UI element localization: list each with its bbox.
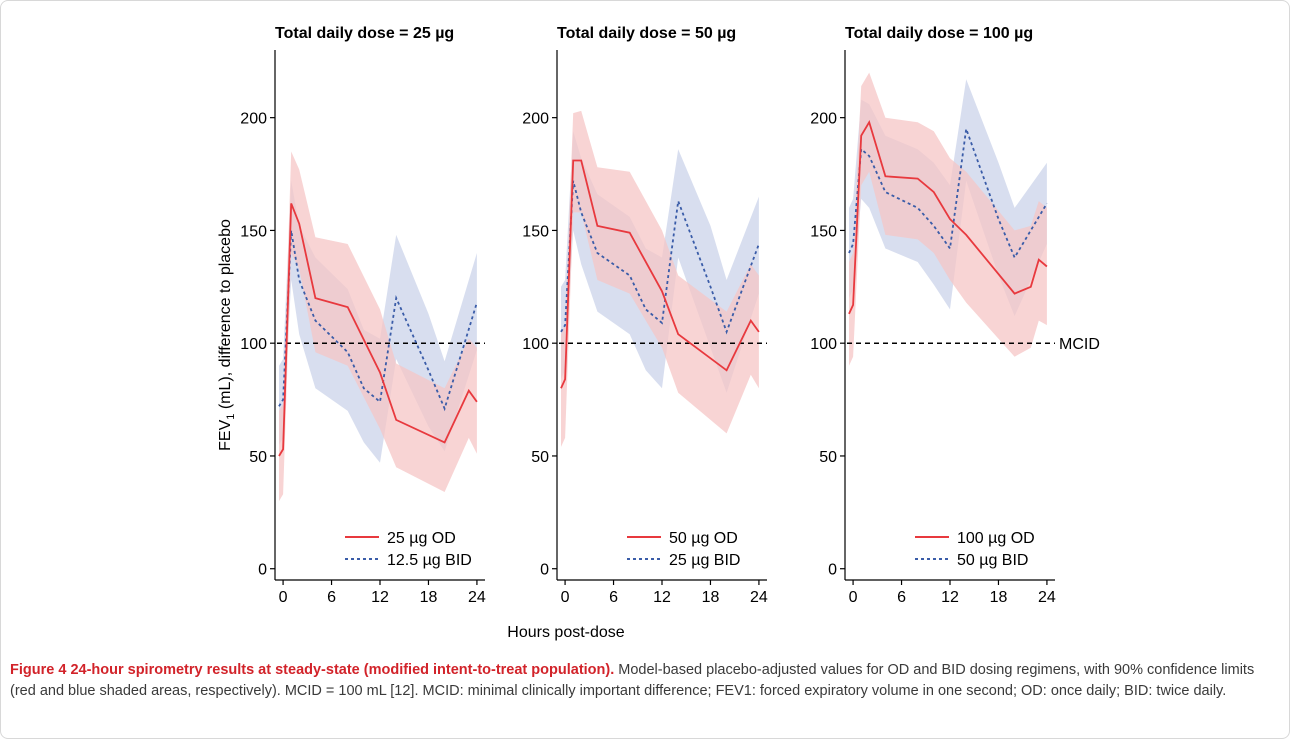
y-tick-label: 50 — [819, 449, 837, 466]
od-confidence-band — [849, 72, 1047, 366]
legend-label-bid: 12.5 µg BID — [387, 552, 472, 569]
y-label-prefix: FEV — [217, 419, 234, 450]
y-tick-label: 200 — [810, 111, 837, 128]
y-tick-label: 50 — [249, 449, 267, 466]
y-tick-label: 200 — [522, 111, 549, 128]
legend-label-od: 100 µg OD — [957, 530, 1035, 547]
od-confidence-band — [561, 110, 759, 447]
x-tick-label: 0 — [849, 589, 858, 606]
x-tick-label: 6 — [609, 589, 618, 606]
x-tick-label: 18 — [990, 589, 1008, 606]
y-tick-label: 100 — [810, 336, 837, 353]
panel-title: Total daily dose = 100 µg — [845, 25, 1033, 42]
x-tick-label: 12 — [371, 589, 389, 606]
y-tick-label: 0 — [540, 562, 549, 579]
chart-panels: 0 50 100 150 200 0 6 12 18 24 Total daily dose = 2… — [240, 25, 1100, 606]
y-tick-label: 150 — [810, 223, 837, 240]
mcid-label: MCID — [1059, 336, 1100, 353]
x-tick-label: 6 — [897, 589, 906, 606]
y-label-subscript: 1 — [225, 414, 237, 420]
od-series-line — [848, 119, 1048, 315]
y-label-suffix: (mL), difference to placebo — [217, 219, 234, 414]
y-axis-label: FEV1 (mL), difference to placebo — [217, 219, 237, 451]
y-tick-label: 100 — [240, 336, 267, 353]
panel-3: MCID 0 50 100 150 200 0 6 12 18 24 Total daily dose… — [810, 25, 1100, 606]
x-tick-label: 0 — [279, 589, 288, 606]
x-tick-label: 12 — [653, 589, 671, 606]
legend-label-bid: 50 µg BID — [957, 552, 1028, 569]
figure-caption: Figure 4 24-hour spirometry results at s… — [10, 660, 1275, 702]
x-tick-label: 0 — [561, 589, 570, 606]
y-tick-label: 50 — [531, 449, 549, 466]
y-tick-label: 0 — [828, 562, 837, 579]
y-tick-label: 100 — [522, 336, 549, 353]
x-tick-label: 24 — [468, 589, 486, 606]
caption-title: 24-hour spirometry results at steady-sta… — [70, 662, 615, 678]
x-axis-label: Hours post-dose — [507, 624, 624, 641]
legend-label-od: 50 µg OD — [669, 530, 738, 547]
legend-label-bid: 25 µg BID — [669, 552, 740, 569]
panel-1: 0 50 100 150 200 0 6 12 18 24 Total daily dose = 2… — [240, 25, 486, 606]
y-tick-label: 200 — [240, 111, 267, 128]
legend-label-od: 25 µg OD — [387, 530, 456, 547]
panel-title: Total daily dose = 25 µg — [275, 25, 454, 42]
x-tick-label: 18 — [702, 589, 720, 606]
x-tick-label: 24 — [1038, 589, 1056, 606]
y-tick-label: 0 — [258, 562, 267, 579]
y-tick-label: 150 — [522, 223, 549, 240]
panel-title: Total daily dose = 50 µg — [557, 25, 736, 42]
x-tick-label: 12 — [941, 589, 959, 606]
bid-series-line — [278, 230, 478, 412]
od-series-line — [278, 203, 478, 457]
x-tick-label: 24 — [750, 589, 768, 606]
y-tick-label: 150 — [240, 223, 267, 240]
caption-text: Model-based placebo-adjusted values for … — [10, 662, 1255, 699]
panel-2: 0 50 100 150 200 0 6 12 18 24 Total daily dose = 5… — [522, 25, 768, 606]
x-tick-label: 6 — [327, 589, 336, 606]
x-tick-label: 18 — [420, 589, 438, 606]
od-confidence-band — [279, 151, 477, 502]
caption-label: Figure 4 — [10, 662, 67, 678]
od-series-line — [560, 159, 760, 389]
